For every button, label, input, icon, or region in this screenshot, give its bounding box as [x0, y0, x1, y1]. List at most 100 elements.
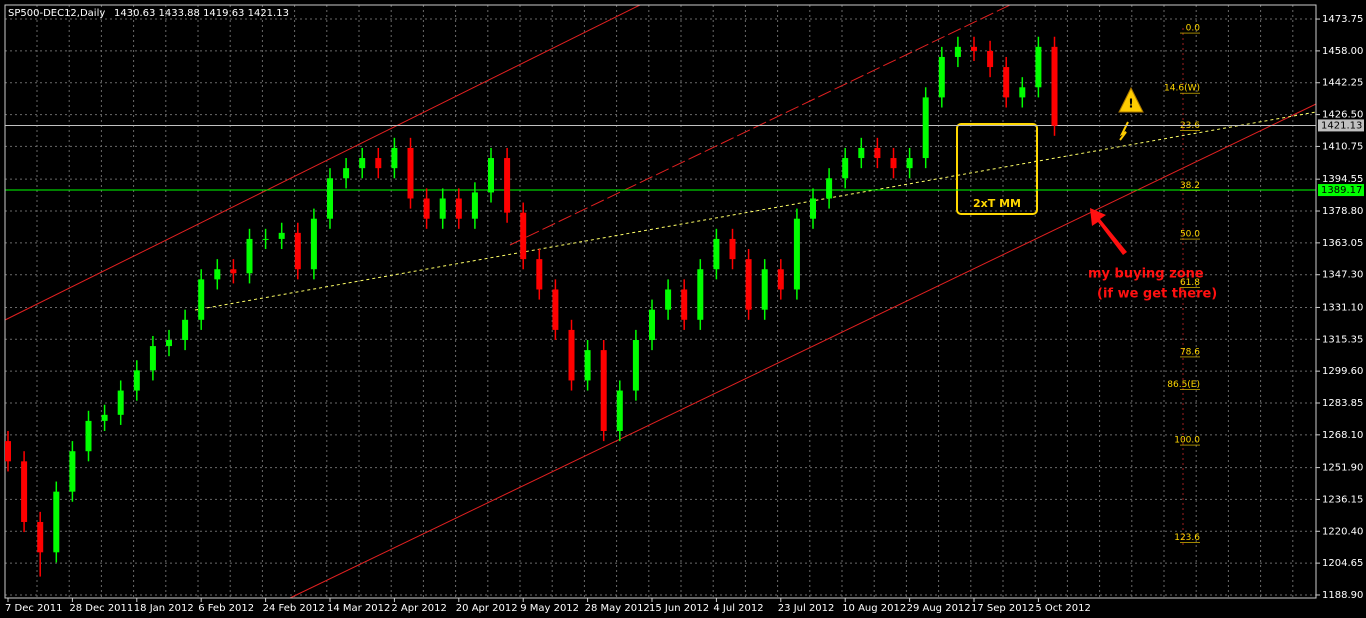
candle-body [858, 147, 865, 159]
candle-body [310, 218, 317, 270]
candle-body [1035, 46, 1042, 88]
y-tick-label: 1204.65 [1322, 558, 1363, 569]
fib-label: 14.6(W) [1164, 84, 1200, 94]
candle-body [1003, 67, 1010, 98]
channel-line [4, 4, 641, 321]
fib-label: 100.0 [1174, 436, 1200, 446]
candle-body [971, 46, 977, 51]
candle-body [455, 198, 462, 219]
candle-body [53, 491, 60, 553]
candle-body [681, 289, 688, 320]
y-tick-label: 1188.90 [1322, 590, 1363, 601]
fib-label: 38.2 [1180, 181, 1200, 191]
y-tick-label: 1410.75 [1322, 141, 1363, 152]
y-tick-label: 1299.60 [1322, 366, 1363, 377]
candle-body [294, 232, 301, 270]
fib-label: 50.0 [1180, 230, 1200, 240]
candle-body [584, 350, 591, 381]
candle-body [761, 269, 768, 310]
candle-body [488, 158, 494, 193]
fib-label: 86.5(E) [1167, 380, 1200, 390]
x-tick-label: 9 May 2012 [520, 603, 579, 614]
y-tick-label: 1268.10 [1322, 430, 1363, 441]
candle-body [166, 340, 172, 347]
x-tick-label: 18 Jan 2012 [134, 603, 194, 614]
candle-body [149, 346, 156, 371]
y-tick-label: 1315.35 [1322, 334, 1363, 345]
candle-body [21, 461, 28, 522]
y-tick-label: 1378.80 [1322, 206, 1363, 217]
candle-body [69, 451, 76, 492]
chart-title: SP500-DEC12,Daily [8, 8, 105, 19]
y-tick-label: 1442.25 [1322, 78, 1363, 89]
candle-body [616, 390, 623, 431]
candle-body [423, 198, 430, 219]
candle-body [504, 158, 511, 213]
fib-label: 78.6 [1180, 347, 1200, 357]
candle-body [729, 238, 736, 260]
x-tick-label: 24 Feb 2012 [263, 603, 325, 614]
x-tick-label: 29 Aug 2012 [907, 603, 971, 614]
y-tick-label: 1236.15 [1322, 494, 1363, 505]
candle-body [793, 218, 800, 290]
x-tick-label: 7 Dec 2011 [5, 603, 63, 614]
trend-line [194, 111, 1317, 311]
candle-body [842, 158, 849, 179]
candle-body [1051, 46, 1058, 126]
candle-body [327, 178, 333, 219]
candle-body [117, 390, 124, 415]
fib-label: 0.0 [1186, 24, 1201, 34]
candle-body [439, 198, 446, 219]
candle-body [85, 420, 92, 452]
candle-body [890, 158, 897, 169]
candle-body [552, 289, 559, 330]
candle-body [262, 238, 269, 240]
candle-body [375, 158, 382, 169]
candle-body [278, 232, 285, 239]
y-tick-label: 1363.05 [1322, 238, 1363, 249]
candle-body [665, 289, 672, 310]
fib-label: 61.8 [1180, 278, 1200, 288]
highlight-box [956, 123, 1038, 215]
warning-mark: ! [1128, 97, 1133, 111]
drawings: 2xT MM my buying zone (if we get there) … [4, 4, 1317, 599]
candle-body [37, 521, 44, 553]
x-tick-label: 14 Mar 2012 [327, 603, 390, 614]
annotation: my buying zone [1088, 267, 1204, 282]
price-tag [1318, 184, 1364, 197]
box-label: 2xT MM [973, 197, 1021, 210]
fib-label: 123.6 [1174, 533, 1200, 543]
x-tick-label: 5 Oct 2012 [1035, 603, 1090, 614]
candle-body [246, 238, 253, 274]
plot-frame [4, 4, 1317, 599]
candle-body [5, 441, 11, 462]
candle-body [922, 97, 929, 159]
candle-body [343, 168, 350, 179]
candle-body [826, 178, 833, 199]
x-tick-label: 6 Feb 2012 [198, 603, 254, 614]
candle-body [697, 269, 704, 320]
quote: 1430.63 1433.88 1419.63 1421.13 [114, 8, 289, 19]
candle-body [198, 279, 205, 320]
x-tick-label: 23 Jul 2012 [778, 603, 835, 614]
grid [5, 5, 1316, 598]
x-tick-label: 28 Dec 2011 [69, 603, 133, 614]
candle-body [954, 46, 961, 57]
y-tick-label: 1426.50 [1322, 110, 1363, 121]
candle-body [407, 147, 414, 199]
price-tag [1318, 119, 1364, 132]
y-tick-label: 1458.00 [1322, 46, 1363, 57]
candle-body [632, 340, 639, 391]
candle-body [101, 414, 108, 421]
x-tick-label: 15 Jun 2012 [649, 603, 709, 614]
candle-body [536, 259, 543, 290]
x-tick-label: 28 May 2012 [585, 603, 650, 614]
candle-body [214, 269, 221, 280]
candle-body [777, 269, 784, 290]
price-tag-label: 1421.13 [1321, 120, 1362, 131]
candle-body [649, 309, 655, 341]
candle-body [987, 50, 994, 68]
candle-body [745, 259, 752, 310]
candle-body [713, 238, 720, 270]
annotation: (if we get there) [1097, 287, 1217, 302]
